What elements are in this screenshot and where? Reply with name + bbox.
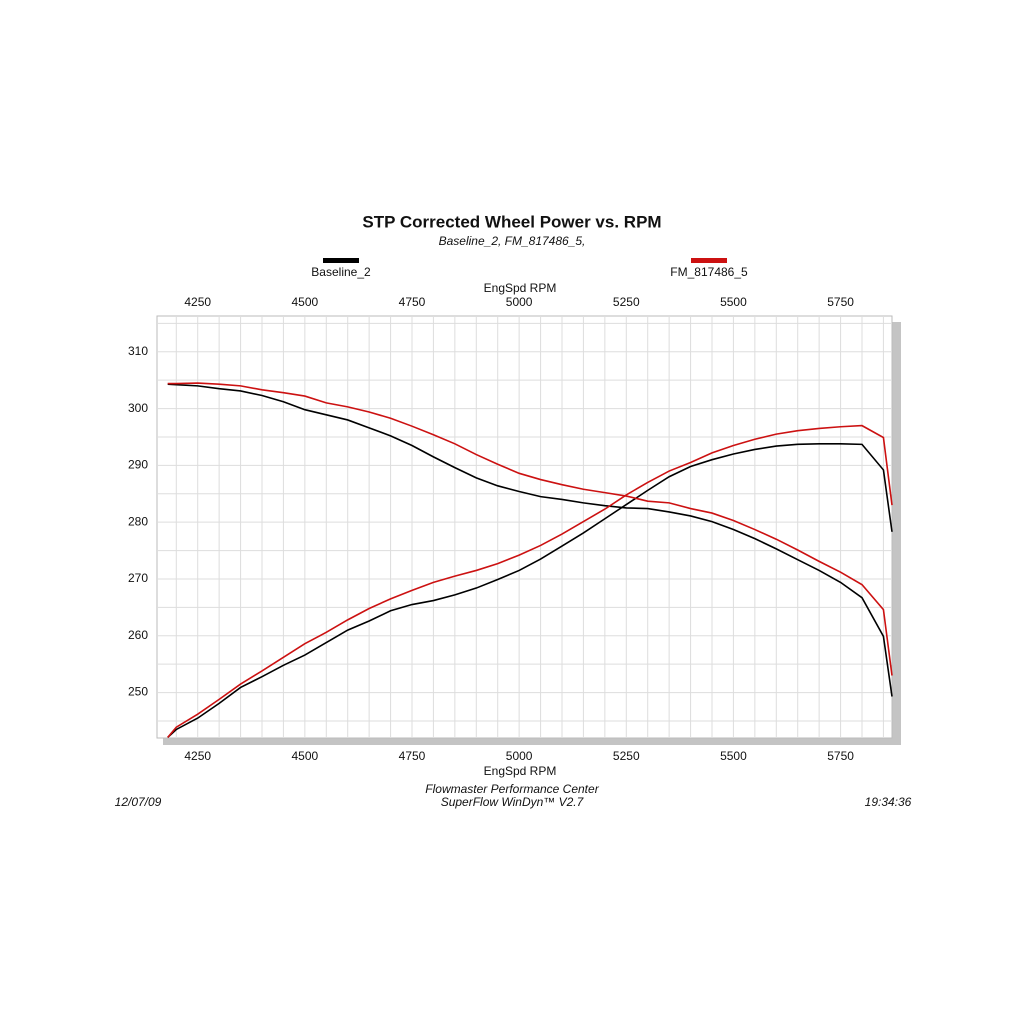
- data-line: [167, 442, 893, 739]
- y-tick-label: 280: [128, 514, 148, 528]
- footer: Flowmaster Performance Center: [425, 782, 599, 796]
- y-tick-label: 290: [128, 458, 148, 472]
- y-tick-label: 250: [128, 685, 148, 699]
- data-line: [167, 424, 893, 738]
- x-tick-label-top: 5250: [613, 295, 640, 309]
- x-tick-label: 5250: [613, 749, 640, 763]
- x-axis-title-top: EngSpd RPM: [484, 281, 557, 295]
- x-tick-label-top: 5500: [720, 295, 747, 309]
- legend-swatch: [691, 258, 727, 263]
- x-tick-label: 5750: [827, 749, 854, 763]
- time: 19:34:36: [865, 795, 912, 809]
- data-line: [167, 383, 893, 697]
- x-tick-label: 4250: [184, 749, 211, 763]
- y-tick-label: 310: [128, 344, 148, 358]
- y-tick-label: 300: [128, 401, 148, 415]
- legend-label: FM_817486_5: [670, 265, 748, 279]
- x-tick-label-top: 4250: [184, 295, 211, 309]
- chart-subtitle: Baseline_2, FM_817486_5,: [439, 234, 586, 248]
- shadow: [892, 322, 901, 745]
- x-tick-label: 4750: [399, 749, 426, 763]
- date: 12/07/09: [115, 795, 162, 809]
- x-tick-label-top: 5750: [827, 295, 854, 309]
- y-tick-label: 260: [128, 628, 148, 642]
- x-tick-label-top: 5000: [506, 295, 533, 309]
- x-tick-label: 5000: [506, 749, 533, 763]
- x-tick-label: 5500: [720, 749, 747, 763]
- data-line: [167, 382, 893, 676]
- footer: SuperFlow WinDyn™ V2.7: [441, 795, 585, 809]
- legend-swatch: [323, 258, 359, 263]
- chart-title: STP Corrected Wheel Power vs. RPM: [362, 212, 661, 231]
- x-tick-label: 4500: [292, 749, 319, 763]
- x-tick-label-top: 4750: [399, 295, 426, 309]
- x-axis-title: EngSpd RPM: [484, 764, 557, 778]
- legend-label: Baseline_2: [311, 265, 371, 279]
- shadow: [163, 738, 901, 745]
- x-tick-label-top: 4500: [292, 295, 319, 309]
- y-tick-label: 270: [128, 571, 148, 585]
